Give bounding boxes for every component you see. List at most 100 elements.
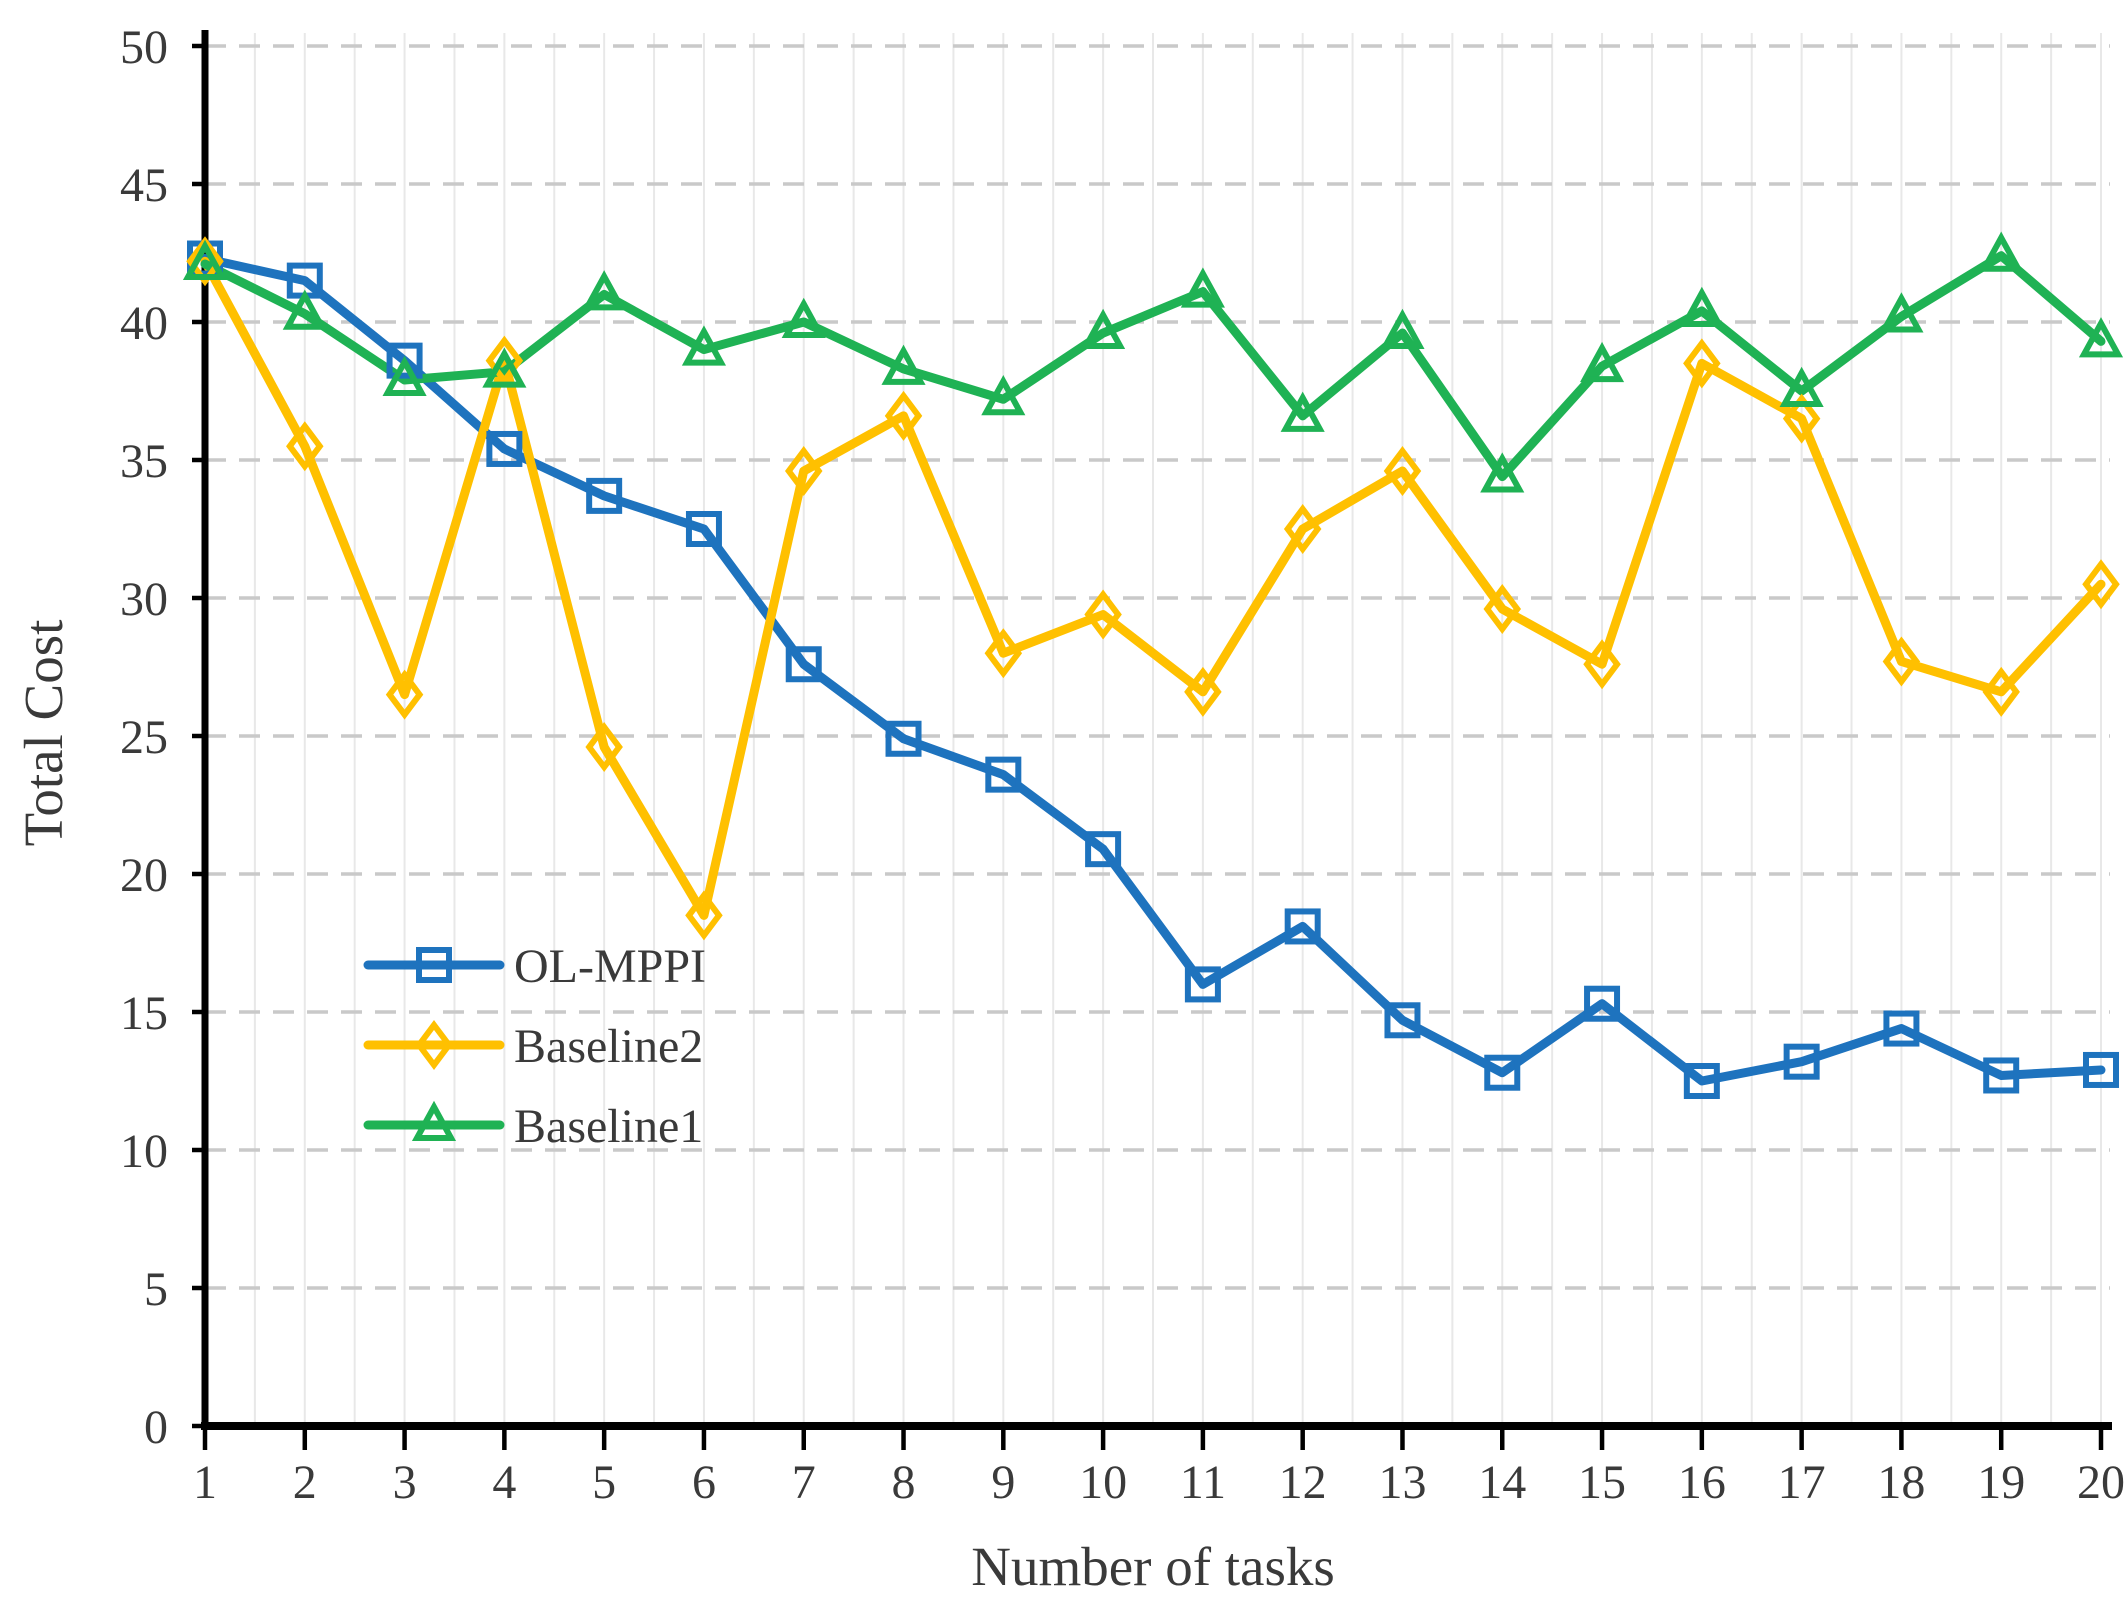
marker-square [1983, 1057, 2020, 1094]
x-tick-label: 12 [1279, 1456, 1327, 1509]
data-series [182, 231, 2124, 1099]
marker-diamond [186, 236, 224, 287]
x-tick-label: 9 [991, 1456, 1015, 1509]
legend-item-label: OL-MPPI [514, 940, 706, 993]
x-axis-title: Number of tasks [971, 1536, 1335, 1597]
x-tick-label: 15 [1578, 1456, 1626, 1509]
x-tick-label: 14 [1478, 1456, 1526, 1509]
marker-triangle [781, 297, 826, 338]
marker-square [1284, 908, 1321, 945]
marker-diamond [1383, 446, 1422, 497]
marker-triangle [1879, 292, 1924, 333]
marker-square [586, 477, 623, 514]
x-tick-label: 18 [1877, 1456, 1925, 1509]
marker-diamond [485, 335, 524, 386]
marker-triangle [1480, 452, 1525, 493]
series-line-baseline2 [200, 256, 2106, 920]
marker-square [2083, 1051, 2119, 1088]
x-tick-label: 6 [692, 1456, 716, 1509]
marker-diamond [1583, 639, 1621, 690]
y-tick-label: 40 [120, 297, 168, 350]
marker-triangle [1380, 308, 1425, 350]
marker-diamond [415, 1020, 453, 1070]
marker-square [486, 430, 523, 467]
y-tick-label: 20 [120, 849, 168, 902]
marker-square [1484, 1054, 1521, 1091]
marker-diamond [884, 390, 923, 441]
marker-triangle [1280, 391, 1325, 432]
x-tick-label: 5 [592, 1456, 616, 1509]
marker-diamond [1184, 666, 1222, 717]
x-tick-label: 11 [1180, 1456, 1226, 1509]
marker-square [1584, 985, 1621, 1022]
marker-square [985, 756, 1022, 793]
y-tick-label: 25 [120, 711, 168, 764]
x-tick-label: 1 [193, 1456, 217, 1509]
marker-diamond [1683, 338, 1721, 389]
y-tick-label: 45 [120, 159, 168, 212]
marker-triangle [881, 344, 926, 385]
marker-square [1783, 1043, 1820, 1080]
marker-square [416, 947, 452, 983]
marker-diamond [1882, 636, 1921, 687]
y-tick-label: 50 [120, 21, 168, 74]
y-tick-label: 5 [144, 1263, 168, 1316]
marker-square [1184, 966, 1221, 1003]
marker-diamond [1483, 584, 1522, 635]
marker-triangle [681, 325, 727, 366]
marker-square [386, 342, 423, 379]
marker-square [885, 720, 922, 757]
marker-triangle [1679, 286, 1724, 327]
marker-square [1085, 831, 1122, 868]
marker-square [1384, 1002, 1421, 1039]
y-tick-label: 15 [120, 987, 168, 1040]
legend-item-label: Baseline1 [514, 1100, 703, 1153]
marker-diamond [1084, 589, 1122, 640]
y-tick-label: 35 [120, 435, 168, 488]
marker-diamond [1982, 666, 2020, 717]
marker-diamond [2082, 559, 2120, 610]
marker-triangle [282, 289, 327, 330]
x-tick-label: 10 [1079, 1456, 1127, 1509]
marker-diamond [585, 722, 623, 773]
marker-triangle [1081, 308, 1126, 350]
marker-triangle [482, 347, 527, 388]
marker-diamond [685, 890, 723, 941]
marker-triangle [1180, 267, 1225, 308]
y-tick-label: 10 [120, 1125, 168, 1178]
x-tick-label: 20 [2077, 1456, 2125, 1509]
marker-square [785, 646, 822, 683]
x-tick-label: 3 [393, 1456, 417, 1509]
marker-triangle [582, 270, 627, 311]
x-tick-label: 7 [792, 1456, 816, 1509]
vertical-minor-gridlines [253, 33, 2102, 1426]
marker-triangle [1779, 366, 1824, 407]
x-tick-label: 16 [1678, 1456, 1726, 1509]
legend-item-label: Baseline2 [514, 1020, 703, 1073]
marker-square [1883, 1010, 1920, 1047]
x-tick-label: 13 [1378, 1456, 1426, 1509]
y-axis-title: Total Cost [13, 620, 74, 847]
marker-diamond [784, 446, 823, 497]
marker-triangle [1979, 231, 2024, 272]
marker-diamond [286, 421, 324, 472]
marker-triangle [1579, 341, 1625, 383]
y-tick-label: 30 [120, 573, 168, 626]
marker-triangle [411, 1100, 457, 1141]
x-tick-label: 17 [1778, 1456, 1826, 1509]
y-tick-label: 0 [144, 1401, 168, 1454]
x-tick-label: 19 [1977, 1456, 2025, 1509]
marker-triangle [382, 355, 427, 396]
marker-diamond [1283, 504, 1322, 554]
marker-square [1683, 1063, 1720, 1099]
marker-diamond [385, 669, 424, 720]
x-tick-label: 4 [492, 1456, 516, 1509]
marker-triangle [182, 239, 228, 281]
marker-triangle [981, 375, 1026, 416]
chart-legend: OL-MPPI Baseline2 Baseline1 [363, 940, 706, 1153]
x-tick-label: 8 [892, 1456, 916, 1509]
marker-square [685, 511, 722, 547]
marker-diamond [984, 628, 1023, 679]
